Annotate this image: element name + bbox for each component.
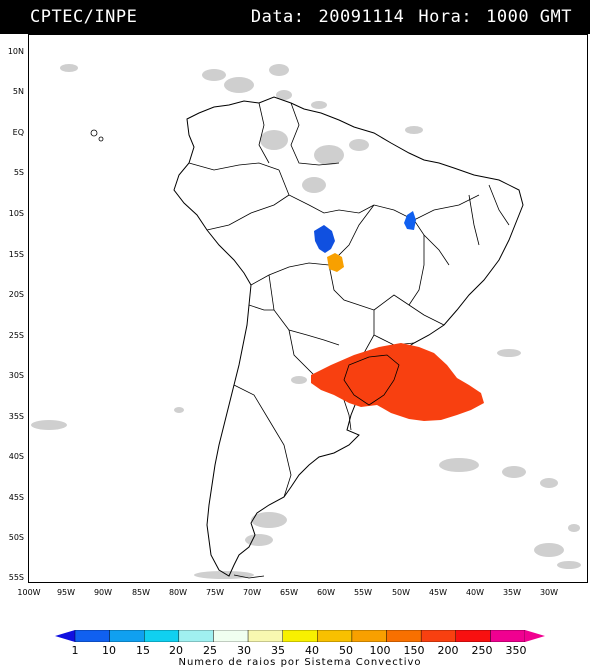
lat-label: 5S: [13, 168, 24, 177]
legend-tick: 25: [203, 644, 217, 657]
lon-label: 30W: [539, 588, 559, 597]
system-blue-central: [314, 225, 335, 253]
lon-label: 55W: [353, 588, 373, 597]
lat-label: 50S: [8, 533, 24, 542]
cloud-cover: [31, 64, 581, 579]
lat-label: EQ: [12, 128, 24, 137]
lon-label: 40W: [465, 588, 485, 597]
lon-label: 85W: [131, 588, 151, 597]
legend-swatch: [247, 630, 283, 642]
legend-tick: 100: [369, 644, 391, 657]
lat-label: 45S: [8, 493, 24, 502]
legend-arrow-left: [55, 630, 75, 642]
legend-caption: Numero de raios por Sistema Convectivo: [178, 657, 422, 668]
hour-label: Hora:: [418, 7, 473, 27]
date-value: 20091114: [318, 7, 405, 27]
map-frame: [28, 34, 588, 583]
legend-swatch: [386, 630, 422, 642]
legend-swatch: [282, 630, 318, 642]
legend-tick: 15: [136, 644, 150, 657]
legend-swatch: [74, 630, 110, 642]
lon-label: 95W: [56, 588, 76, 597]
legend-tick: 150: [403, 644, 425, 657]
legend-tick: 20: [169, 644, 183, 657]
system-large-south: [311, 343, 484, 421]
system-blue-north: [404, 211, 416, 230]
lat-label: 10N: [7, 47, 24, 56]
legend-arrow-right: [525, 630, 545, 642]
lat-label: 35S: [8, 412, 24, 421]
lat-label: 5N: [12, 87, 24, 96]
system-orange-central: [327, 253, 344, 272]
legend-swatch: [144, 630, 180, 642]
lat-label: 25S: [8, 331, 24, 340]
lon-label: 100W: [17, 588, 41, 597]
lat-label: 10S: [8, 209, 24, 218]
legend-tick: 30: [237, 644, 251, 657]
legend-swatch: [317, 630, 353, 642]
legend-tick: 35: [271, 644, 285, 657]
legend-swatch: [109, 630, 145, 642]
legend-swatch: [351, 630, 387, 642]
lon-label: 35W: [502, 588, 522, 597]
lat-label: 15S: [8, 250, 24, 259]
lat-label: 55S: [8, 573, 24, 582]
legend-tick: 350: [505, 644, 527, 657]
legend-tick: 50: [339, 644, 353, 657]
legend-tick: 1: [71, 644, 79, 657]
legend-tick: 200: [437, 644, 459, 657]
lat-label: 30S: [8, 371, 24, 380]
map-canvas: [31, 64, 581, 579]
lon-label: 45W: [428, 588, 448, 597]
legend-tick: 40: [305, 644, 319, 657]
lon-label: 50W: [391, 588, 411, 597]
lon-label: 60W: [316, 588, 336, 597]
lon-label: 70W: [242, 588, 262, 597]
continent-outline: [173, 96, 524, 577]
hour-value: 1000 GMT: [486, 7, 572, 27]
lon-label: 75W: [205, 588, 225, 597]
legend-swatch: [178, 630, 214, 642]
org-label: CPTEC/INPE: [30, 7, 138, 27]
map-header: CPTEC/INPE Data: 20091114 Hora: 1000 GMT: [0, 0, 590, 34]
color-legend: 1 10 15 20 25 30 35 40 50 100 150 200 25…: [55, 626, 545, 670]
lat-label: 20S: [8, 290, 24, 299]
lon-label: 90W: [93, 588, 113, 597]
legend-swatch: [490, 630, 526, 642]
lon-label: 65W: [279, 588, 299, 597]
legend-tick: 250: [471, 644, 493, 657]
country-borders: [188, 102, 510, 498]
legend-swatch: [213, 630, 249, 642]
legend-swatch: [455, 630, 491, 642]
lon-label: 80W: [168, 588, 188, 597]
legend-tick: 10: [102, 644, 116, 657]
legend-colorbar: [55, 630, 545, 642]
islands: [90, 129, 265, 579]
legend-swatch: [420, 630, 456, 642]
lat-label: 40S: [8, 452, 24, 461]
date-label: Data:: [250, 7, 305, 27]
